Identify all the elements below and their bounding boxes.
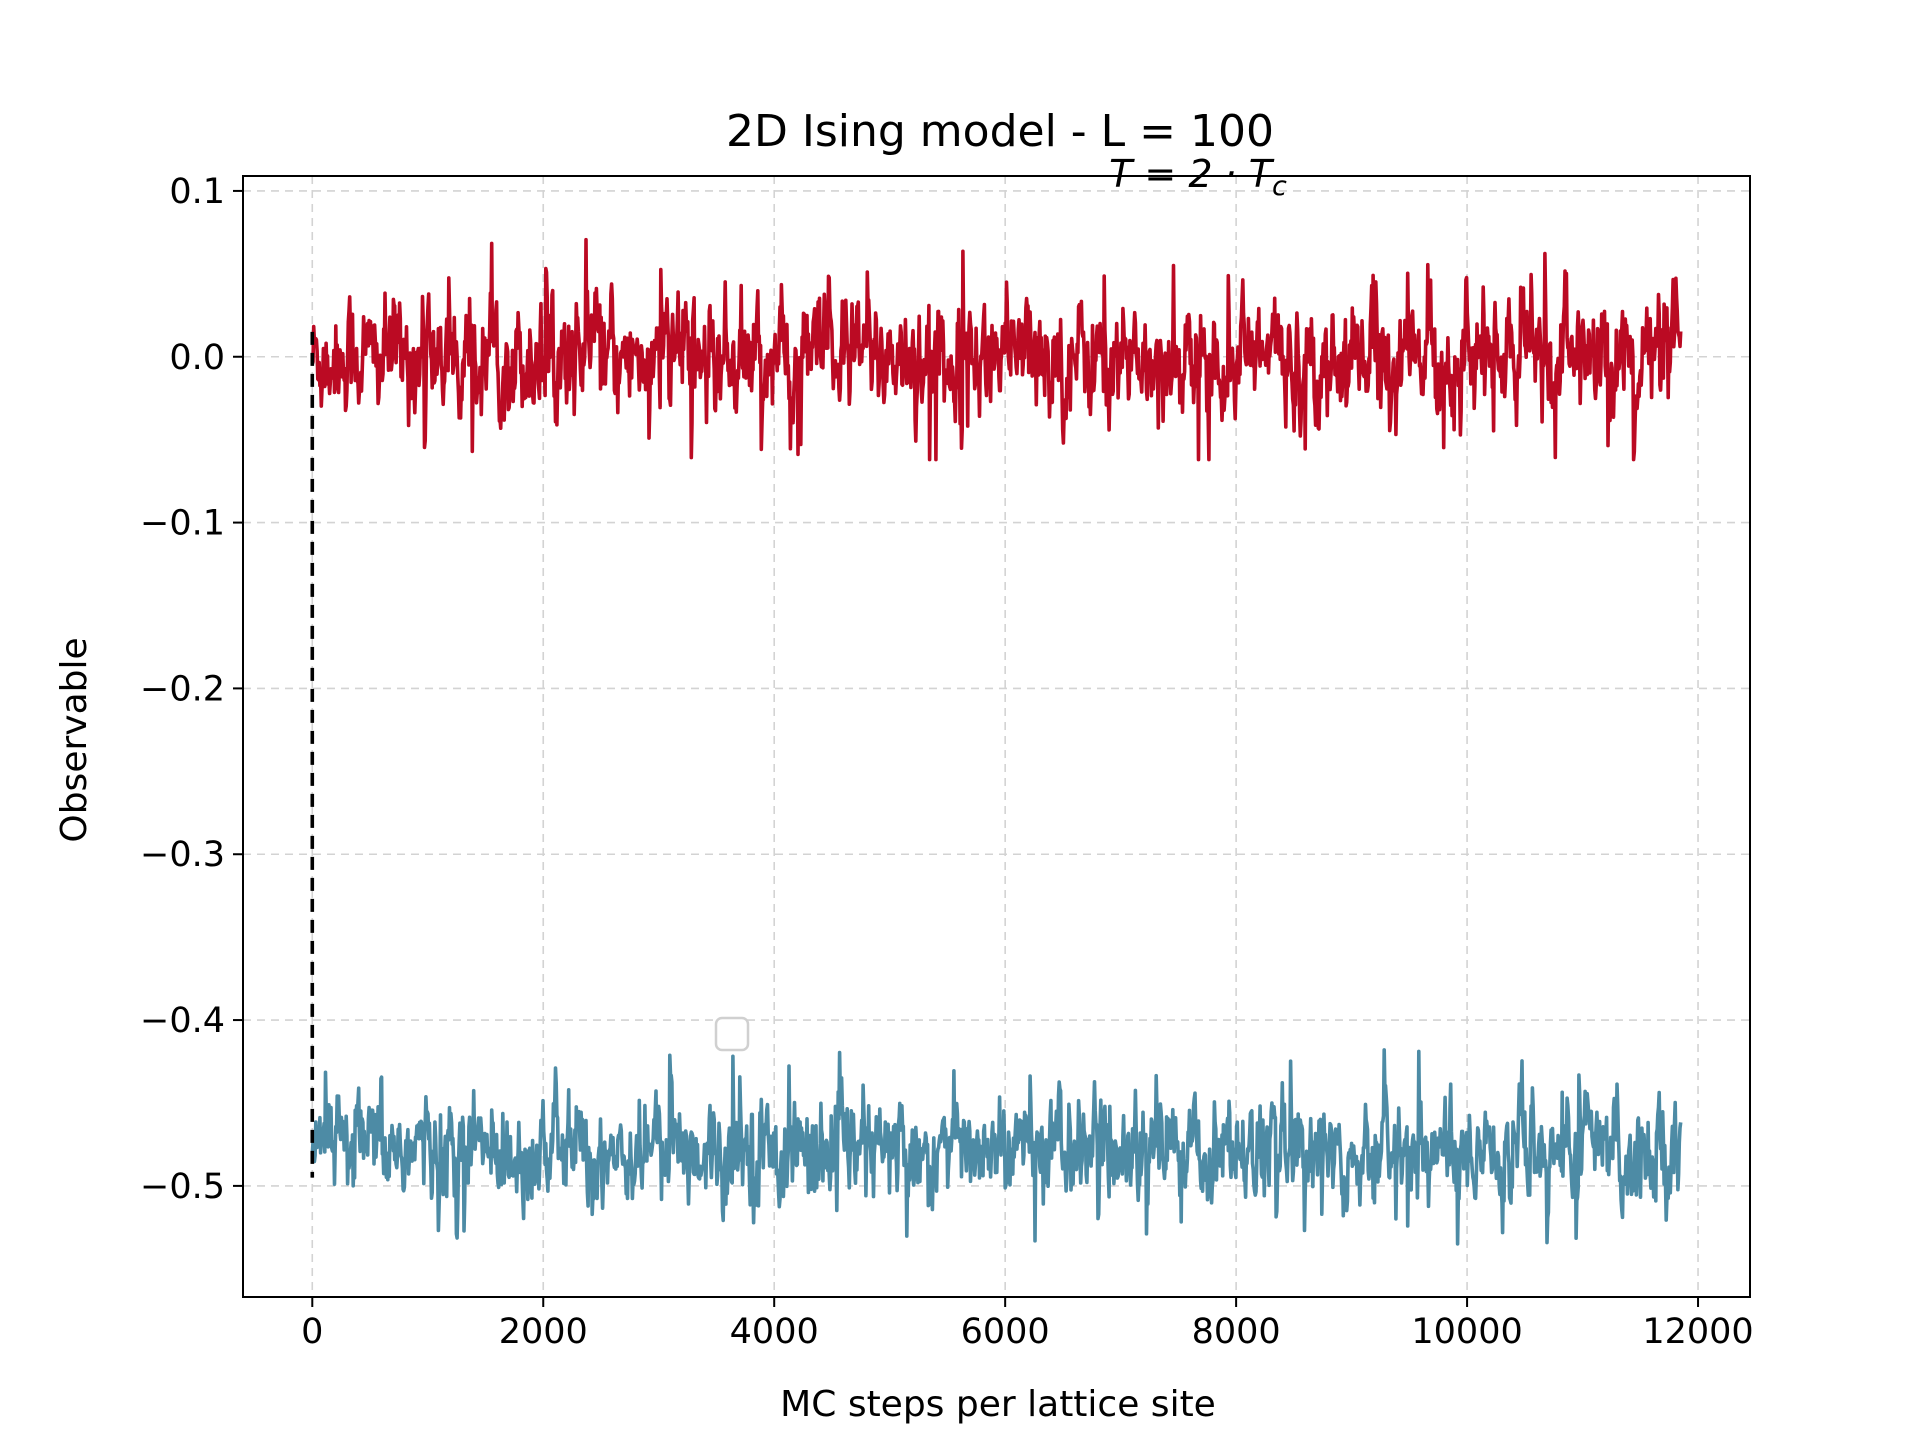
series-line-2 xyxy=(310,1048,1683,1246)
y-tick-label: 0.1 xyxy=(169,172,225,212)
ticks: 0 2000 4000 6000 8000 10000 12000 0.1 0.0 −0.1 −0.… xyxy=(140,172,1754,1352)
x-tick-label: 0 xyxy=(301,1312,323,1352)
x-tick-label: 10000 xyxy=(1411,1312,1522,1352)
y-tick-label: −0.5 xyxy=(140,1167,225,1207)
x-tick-label: 8000 xyxy=(1192,1312,1281,1352)
x-axis-label: MC steps per lattice site xyxy=(780,1384,1216,1425)
legend-box xyxy=(714,1016,750,1052)
x-tick-label: 6000 xyxy=(961,1312,1050,1352)
legend xyxy=(714,1016,750,1052)
y-tick-label: −0.3 xyxy=(140,835,225,875)
axes-frame xyxy=(242,175,1751,1298)
chart-title: 2D Ising model - L = 100 xyxy=(726,106,1274,157)
x-tick-label: 4000 xyxy=(730,1312,819,1352)
y-tick-label: −0.4 xyxy=(140,1001,225,1041)
series-line-1 xyxy=(310,237,1683,462)
y-axis-label: Observable xyxy=(54,637,95,842)
series-layer xyxy=(310,237,1683,1246)
y-tick-label: 0.0 xyxy=(169,338,225,378)
x-tick-label: 2000 xyxy=(499,1312,588,1352)
y-tick-label: −0.2 xyxy=(140,669,225,709)
x-tick-label: 12000 xyxy=(1642,1312,1753,1352)
chart-subtitle: T = 2 · Tc xyxy=(1109,152,1287,202)
y-tick-label: −0.1 xyxy=(140,504,225,544)
